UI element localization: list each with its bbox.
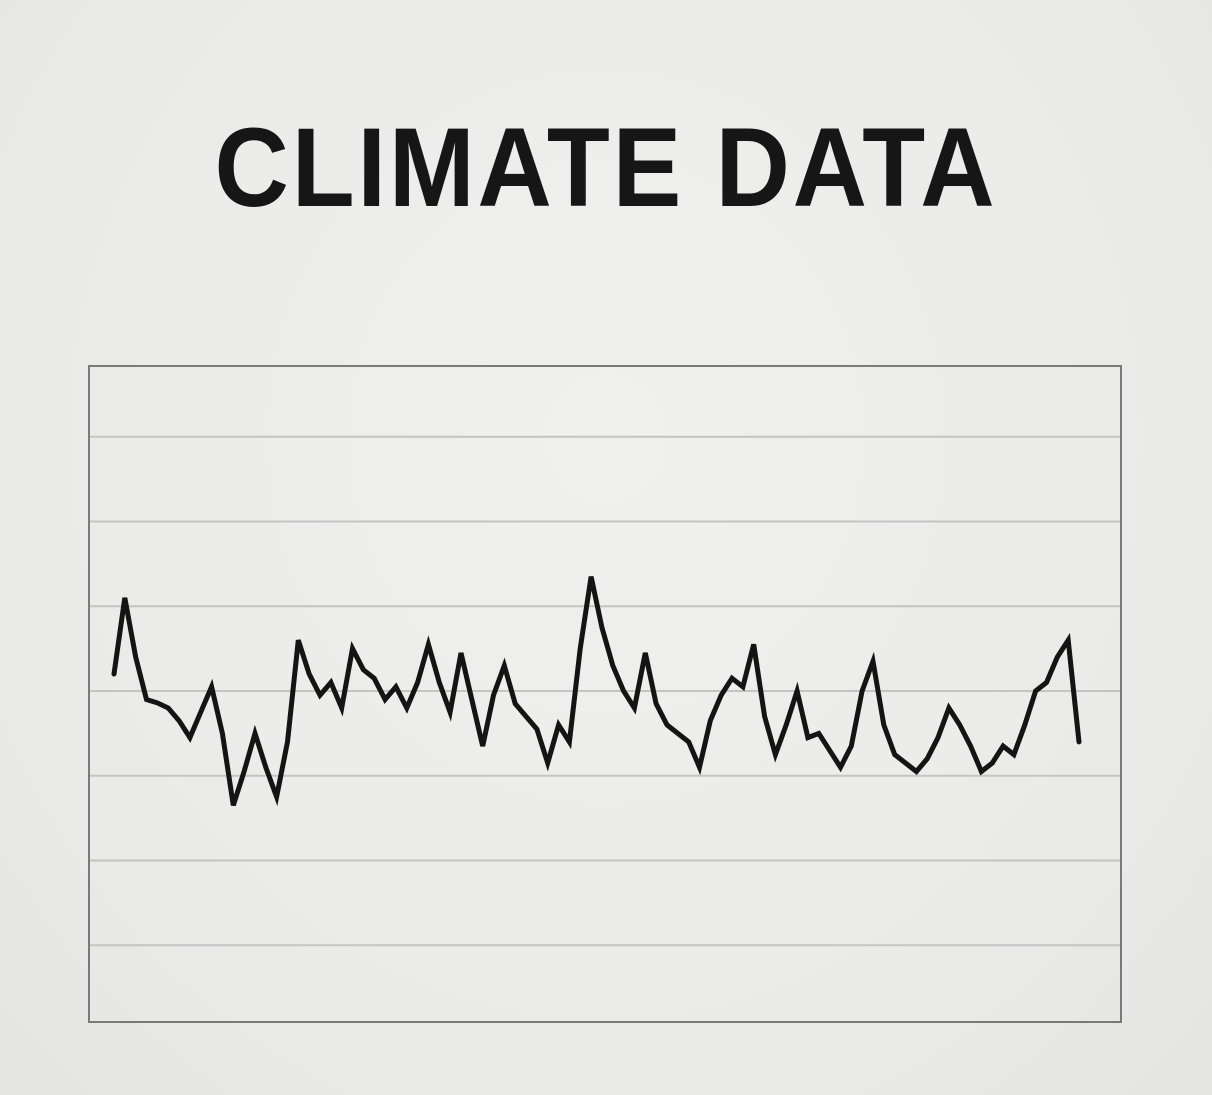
plot-frame (88, 365, 1122, 1023)
series-line (111, 576, 1082, 807)
chart-title: CLIMATE DATA (214, 105, 998, 230)
gridlines (90, 435, 1120, 947)
